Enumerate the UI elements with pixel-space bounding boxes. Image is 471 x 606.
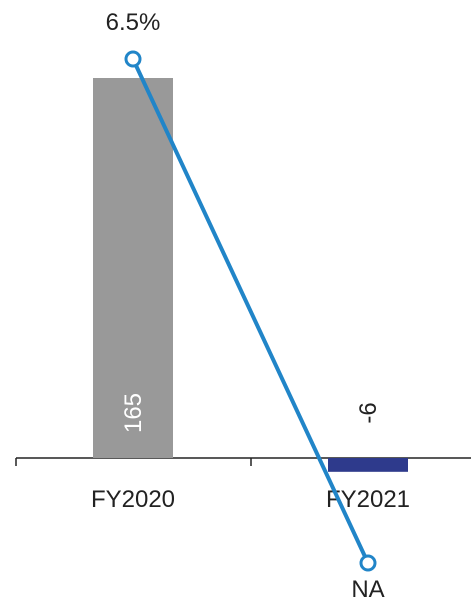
line-value-label-fy2021: NA — [351, 576, 384, 601]
line-series — [131, 57, 370, 565]
bar-value-label-fy2020: 165 — [120, 393, 147, 433]
line-point-fy2020 — [124, 50, 142, 68]
bar-fy2020 — [93, 78, 173, 458]
line-point-fy2021 — [359, 554, 377, 572]
bar-fy2021 — [328, 458, 408, 472]
x-tick-label-fy2020: FY2020 — [91, 486, 175, 513]
line-value-label-fy2020: 6.5% — [106, 9, 161, 36]
bar-value-label-fy2021: -6 — [355, 402, 382, 423]
